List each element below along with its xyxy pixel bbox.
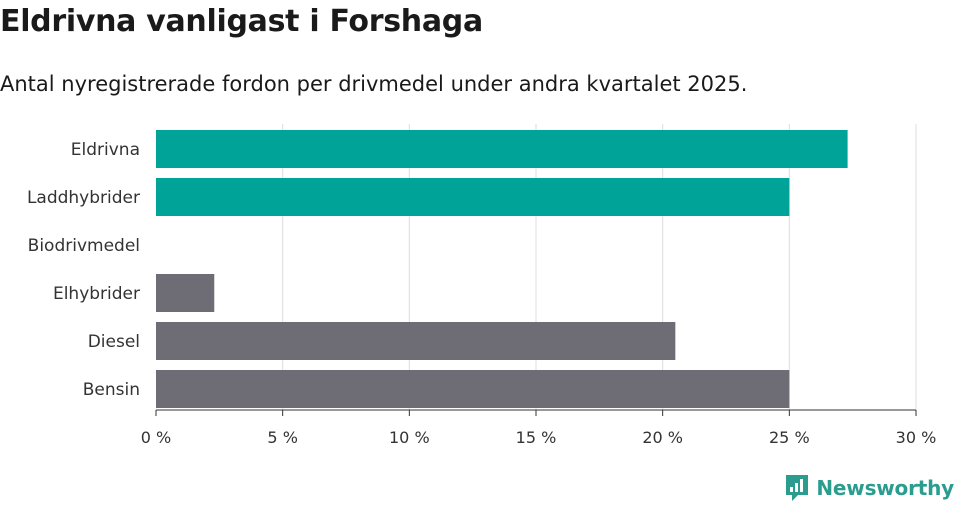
category-label: Laddhybrider bbox=[27, 188, 140, 208]
chart-title: Eldrivna vanligast i Forshaga bbox=[0, 4, 483, 39]
bar bbox=[156, 370, 790, 408]
chart-subtitle: Antal nyregistrerade fordon per drivmede… bbox=[0, 72, 748, 96]
bar bbox=[156, 130, 848, 168]
x-tick-label: 5 % bbox=[267, 428, 297, 447]
x-tick-label: 0 % bbox=[141, 428, 171, 447]
category-label: Biodrivmedel bbox=[28, 236, 140, 256]
bar bbox=[156, 178, 790, 216]
newsworthy-chart-icon bbox=[786, 475, 809, 501]
category-label: Eldrivna bbox=[71, 140, 140, 160]
x-axis: 0 % 5 % 10 % 15 % 20 % 25 % 30 % bbox=[141, 409, 937, 447]
category-label: Bensin bbox=[83, 380, 140, 400]
x-tick-label: 30 % bbox=[896, 428, 937, 447]
bars bbox=[156, 130, 848, 408]
bar bbox=[156, 322, 676, 360]
brand-name: Newsworthy bbox=[816, 476, 954, 500]
gridlines bbox=[282, 124, 917, 410]
x-tick-label: 15 % bbox=[516, 428, 557, 447]
x-tick-label: 10 % bbox=[389, 428, 430, 447]
category-label: Elhybrider bbox=[53, 284, 140, 304]
newsworthy-logo: Newsworthy bbox=[784, 474, 954, 502]
x-tick-label: 20 % bbox=[642, 428, 683, 447]
category-labels: Eldrivna Laddhybrider Biodrivmedel Elhybrid… bbox=[27, 140, 140, 400]
bar-chart: Eldrivna Laddhybrider Biodrivmedel Elhybrid… bbox=[27, 124, 937, 447]
bar bbox=[156, 274, 215, 312]
category-label: Diesel bbox=[88, 332, 140, 352]
x-tick-label: 25 % bbox=[769, 428, 810, 447]
